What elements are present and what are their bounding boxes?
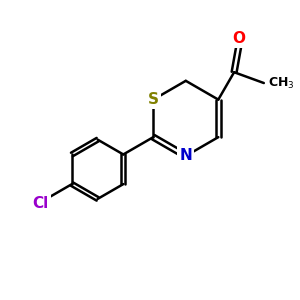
- Text: N: N: [179, 148, 192, 164]
- Text: CH$_3$: CH$_3$: [268, 76, 294, 91]
- Text: O: O: [232, 31, 246, 46]
- Text: S: S: [148, 92, 159, 107]
- Text: Cl: Cl: [32, 196, 49, 211]
